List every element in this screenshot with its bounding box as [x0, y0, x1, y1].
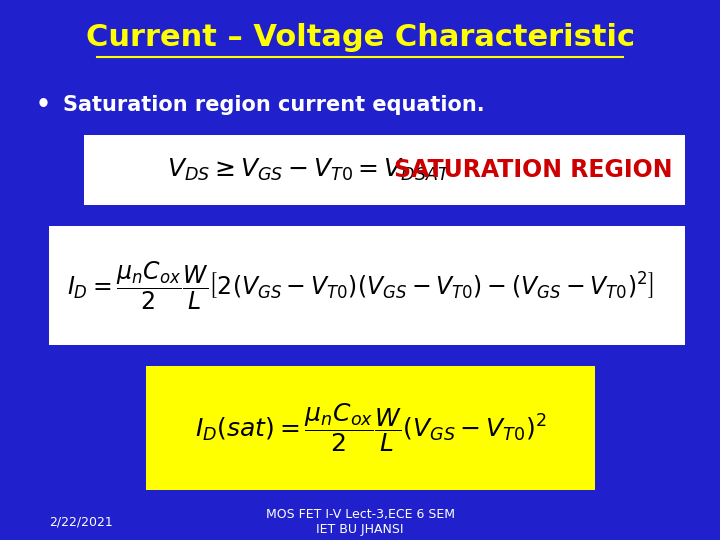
- Text: $V_{DS} \geq V_{GS} - V_{T0} = V_{DSAT}$: $V_{DS} \geq V_{GS} - V_{T0} = V_{DSAT}$: [166, 157, 451, 183]
- Text: Saturation region current equation.: Saturation region current equation.: [63, 95, 485, 115]
- FancyBboxPatch shape: [49, 226, 685, 345]
- Text: MOS FET I-V Lect-3,ECE 6 SEM
IET BU JHANSI: MOS FET I-V Lect-3,ECE 6 SEM IET BU JHAN…: [266, 508, 454, 536]
- Text: •: •: [35, 93, 50, 117]
- Text: 2/22/2021: 2/22/2021: [49, 516, 113, 529]
- Text: Current – Voltage Characteristic: Current – Voltage Characteristic: [86, 23, 634, 52]
- FancyBboxPatch shape: [84, 134, 685, 205]
- FancyBboxPatch shape: [145, 366, 595, 490]
- Text: SATURATION REGION: SATURATION REGION: [394, 158, 672, 181]
- Text: $I_D = \dfrac{\mu_n C_{ox}}{2} \dfrac{W}{L} \left[2(V_{GS}-V_{T0})(V_{GS}-V_{T0}: $I_D = \dfrac{\mu_n C_{ox}}{2} \dfrac{W}…: [66, 259, 654, 312]
- Text: $I_D(sat) = \dfrac{\mu_n C_{ox}}{2} \dfrac{W}{L} (V_{GS}-V_{T0})^2$: $I_D(sat) = \dfrac{\mu_n C_{ox}}{2} \dfr…: [194, 402, 546, 455]
